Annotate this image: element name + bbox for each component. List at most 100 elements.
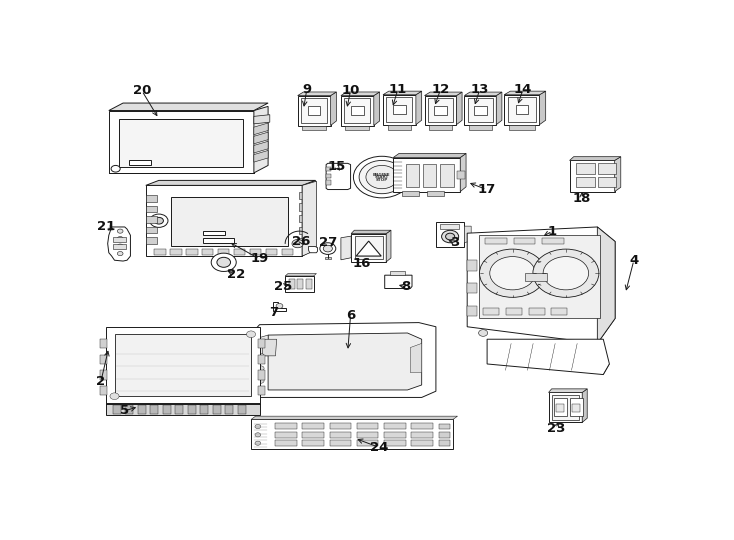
Bar [146, 195, 157, 202]
Text: 7: 7 [269, 306, 278, 319]
Polygon shape [603, 364, 609, 375]
Bar [552, 395, 579, 420]
Bar [288, 279, 295, 289]
Polygon shape [424, 96, 457, 125]
Bar [556, 404, 564, 411]
Bar [113, 406, 121, 414]
Circle shape [117, 252, 123, 255]
Polygon shape [326, 163, 351, 190]
Polygon shape [356, 241, 381, 256]
Text: 16: 16 [352, 257, 371, 270]
Polygon shape [308, 246, 318, 253]
Polygon shape [109, 111, 254, 173]
Bar [515, 105, 528, 114]
Bar [330, 423, 351, 429]
Bar [439, 432, 450, 438]
Polygon shape [251, 416, 457, 420]
Circle shape [217, 258, 230, 267]
Text: 23: 23 [547, 422, 565, 435]
Bar [225, 406, 233, 414]
Text: 11: 11 [389, 83, 407, 96]
Bar [258, 370, 265, 380]
Bar [326, 174, 330, 178]
Bar [305, 279, 312, 289]
Polygon shape [496, 92, 502, 125]
Bar [355, 236, 382, 259]
Polygon shape [254, 132, 268, 144]
Bar [412, 440, 433, 446]
Bar [427, 191, 445, 196]
Circle shape [117, 244, 123, 248]
Bar [384, 440, 406, 446]
Polygon shape [106, 327, 260, 404]
Bar [138, 406, 146, 414]
Polygon shape [351, 230, 391, 234]
Bar [440, 225, 459, 230]
Polygon shape [390, 271, 404, 275]
Text: 12: 12 [432, 83, 450, 96]
Bar [299, 192, 310, 199]
Polygon shape [254, 123, 268, 134]
Bar [506, 308, 522, 315]
Bar [423, 164, 437, 187]
Bar [301, 98, 327, 123]
Bar [344, 98, 371, 123]
Polygon shape [582, 389, 587, 422]
Bar [384, 431, 406, 438]
Bar [468, 260, 477, 271]
Circle shape [258, 366, 264, 371]
Bar [469, 125, 492, 130]
Circle shape [258, 353, 264, 359]
Polygon shape [465, 92, 502, 96]
Circle shape [276, 303, 283, 308]
Text: 10: 10 [341, 84, 360, 97]
Bar [406, 164, 419, 187]
Circle shape [320, 243, 335, 254]
Bar [299, 227, 310, 234]
Text: 9: 9 [302, 83, 311, 96]
Polygon shape [374, 92, 379, 125]
Bar [250, 248, 261, 255]
Bar [299, 238, 310, 246]
Bar [576, 177, 595, 187]
Circle shape [255, 433, 261, 437]
Bar [282, 248, 293, 255]
Bar [440, 164, 454, 187]
Bar [202, 248, 214, 255]
Bar [570, 399, 583, 416]
Text: 21: 21 [98, 220, 116, 233]
Bar [483, 308, 499, 315]
Polygon shape [436, 222, 465, 247]
Bar [384, 423, 406, 429]
Polygon shape [548, 393, 582, 422]
Circle shape [292, 239, 303, 248]
Bar [514, 238, 536, 244]
Polygon shape [504, 94, 539, 125]
Bar [351, 106, 363, 115]
Circle shape [479, 249, 545, 298]
Bar [101, 386, 107, 395]
Circle shape [366, 165, 398, 188]
Text: 19: 19 [250, 253, 269, 266]
Bar [238, 406, 246, 414]
Text: 2: 2 [96, 375, 106, 388]
Bar [386, 97, 413, 122]
Polygon shape [351, 234, 386, 262]
Circle shape [258, 379, 264, 383]
Bar [213, 406, 221, 414]
Bar [302, 431, 324, 438]
Bar [412, 423, 433, 429]
Bar [576, 163, 595, 174]
Bar [457, 171, 465, 179]
Polygon shape [298, 92, 336, 96]
Polygon shape [597, 227, 615, 343]
Polygon shape [383, 94, 416, 125]
Bar [326, 167, 330, 171]
Polygon shape [487, 339, 609, 375]
Polygon shape [570, 160, 614, 192]
Bar [528, 308, 545, 315]
Text: 13: 13 [470, 83, 489, 96]
Bar [302, 125, 326, 131]
Bar [468, 98, 493, 122]
Bar [598, 163, 617, 174]
